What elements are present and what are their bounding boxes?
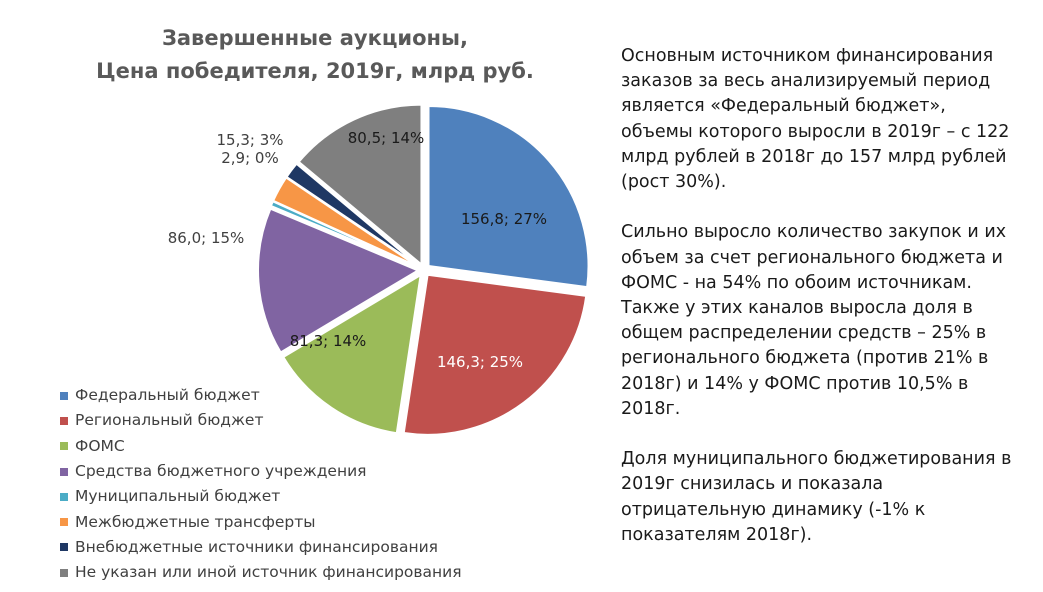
data-label-8: 80,5; 14%	[348, 129, 425, 147]
chart-title: Завершенные аукционы, Цена победителя, 2…	[90, 22, 540, 88]
pie-slice-3	[281, 273, 422, 435]
chart-title-line-2: Цена победителя, 2019г, млрд руб.	[96, 59, 534, 83]
legend-label: Региональный бюджет	[75, 411, 264, 430]
data-label-3: 81,3; 14%	[290, 332, 367, 350]
data-label-6: 15,3; 3%	[216, 131, 283, 149]
legend-swatch	[60, 543, 68, 552]
legend-item-1: Федеральный бюджет	[60, 383, 462, 408]
legend-label: Средства бюджетного учреждения	[75, 462, 367, 481]
chart-legend: Федеральный бюджет Региональный бюджет ФОМ…	[60, 383, 462, 585]
legend-swatch	[60, 442, 68, 451]
legend-swatch	[60, 391, 68, 400]
legend-label: Не указан или иной источник финансирован…	[75, 563, 462, 582]
legend-item-7: Внебюджетные источники финансирования	[60, 535, 462, 560]
legend-label: Муниципальный бюджет	[75, 487, 281, 506]
commentary-paragraph-1: Основным источником финансирования заказ…	[621, 46, 1010, 193]
pie-slice-2	[402, 273, 588, 436]
pie-slice-8	[297, 103, 423, 267]
legend-label: Федеральный бюджет	[75, 386, 260, 405]
legend-label: Межбюджетные трансферты	[75, 512, 316, 531]
pie-slice-7	[285, 162, 420, 268]
pie-slice-1	[427, 105, 590, 289]
legend-item-5: Муниципальный бюджет	[60, 484, 462, 509]
legend-item-4: Средства бюджетного учреждения	[60, 459, 462, 484]
legend-swatch	[60, 568, 68, 577]
pie-slice-4	[257, 207, 421, 354]
legend-swatch	[60, 518, 68, 527]
data-label-2: 146,3; 25%	[437, 353, 523, 371]
legend-item-3: ФОМС	[60, 434, 462, 459]
data-label-5: 2,9; 0%	[221, 149, 278, 167]
legend-label: Внебюджетные источники финансирования	[75, 537, 439, 556]
legend-item-6: Межбюджетные трансферты	[60, 509, 462, 534]
legend-swatch	[60, 467, 68, 476]
commentary-paragraph-2: Сильно выросло количество закупок и их о…	[621, 222, 1007, 419]
legend-swatch	[60, 492, 68, 501]
chart-title-line-1: Завершенные аукционы,	[161, 26, 469, 50]
legend-item-8: Не указан или иной источник финансирован…	[60, 560, 462, 585]
legend-label: ФОМС	[75, 436, 125, 455]
data-label-4: 86,0; 15%	[168, 229, 245, 247]
commentary-paragraph-3: Доля муниципального бюджетирования в 201…	[621, 449, 1012, 545]
data-label-1: 156,8; 27%	[461, 210, 547, 228]
legend-swatch	[60, 416, 68, 425]
legend-item-2: Региональный бюджет	[60, 408, 462, 433]
commentary-text: Основным источником финансирования заказ…	[621, 44, 1021, 573]
